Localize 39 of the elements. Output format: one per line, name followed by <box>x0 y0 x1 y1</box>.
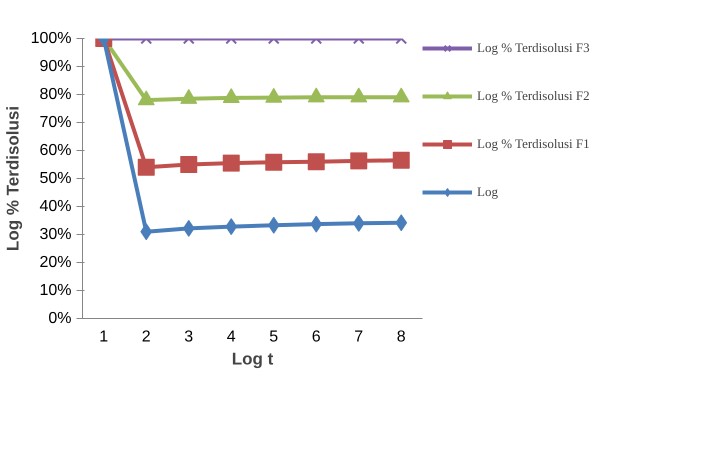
point <box>138 158 155 176</box>
y-tick-label: 40% <box>39 198 72 215</box>
x-tick-label: 4 <box>226 328 236 346</box>
y-tick-label: 70% <box>39 114 72 131</box>
x-tick-label: 6 <box>312 328 321 346</box>
y-tick-label: 30% <box>39 226 72 243</box>
point <box>180 156 198 173</box>
y-tick-label: 10% <box>39 282 72 299</box>
y-tick-label: 50% <box>39 170 72 187</box>
x-tick-label: 1 <box>99 328 108 346</box>
y-tick-label: 90% <box>39 58 72 75</box>
y-tick-label: 80% <box>39 86 72 103</box>
x-tick-label: 2 <box>142 328 151 346</box>
point <box>392 152 410 169</box>
y-tick-label: 100% <box>30 30 72 47</box>
x-tick-label: 7 <box>354 328 364 346</box>
y-tick-label: 20% <box>39 254 72 271</box>
legend-label: Log <box>477 184 498 200</box>
point <box>140 223 152 240</box>
y-axis-title: Log % Terdisolusi <box>4 106 23 252</box>
x-tick-label: 8 <box>396 328 406 346</box>
x-axis-title: Log t <box>232 350 274 368</box>
legend-label: Log % Terdisolusi F3 <box>477 40 590 56</box>
point <box>225 218 238 236</box>
point <box>182 220 195 237</box>
point <box>222 154 240 172</box>
point <box>310 216 322 233</box>
x-tick-label: 3 <box>184 328 194 346</box>
y-tick-label: 60% <box>39 142 72 159</box>
point <box>308 153 325 170</box>
point <box>265 154 282 171</box>
point <box>350 152 368 170</box>
point <box>268 216 280 234</box>
point <box>352 214 365 232</box>
legend-label: Log % Terdisolusi F2 <box>477 88 590 104</box>
legend-label: Log % Terdisolusi F1 <box>477 136 590 152</box>
point <box>395 214 408 232</box>
x-tick-label: 5 <box>269 328 278 346</box>
y-tick-label: 0% <box>48 310 72 327</box>
